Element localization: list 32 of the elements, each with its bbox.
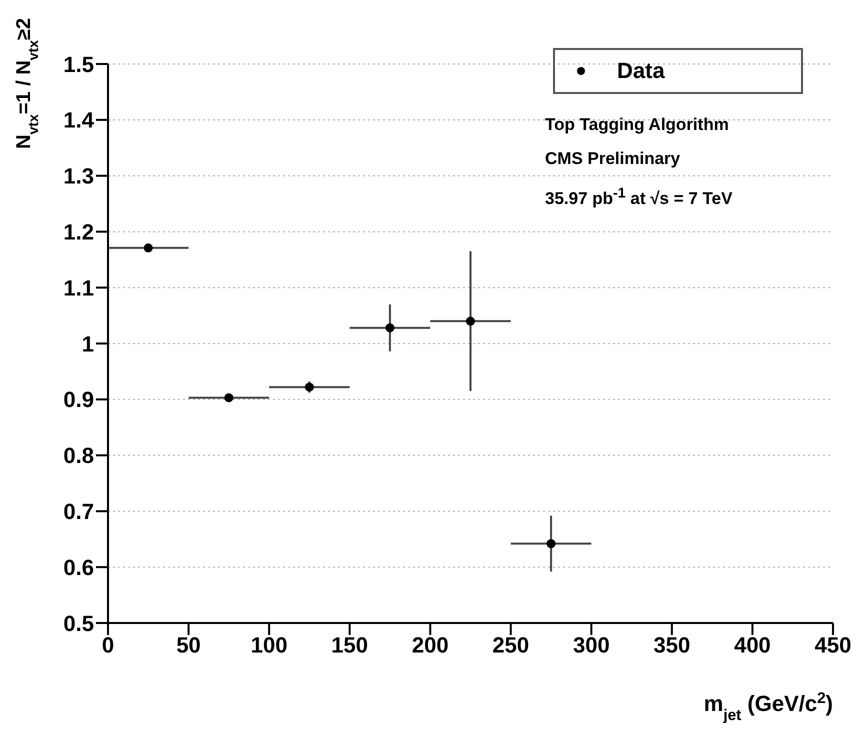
x-tick-label: 350	[654, 632, 690, 658]
x-tick-label: 200	[412, 632, 449, 658]
annotation: 35.97 pb$^{-1}$ at √s = 7 TeV	[545, 185, 732, 208]
legend-label: Data	[617, 58, 665, 84]
x-tick-label: 250	[492, 632, 530, 658]
point	[466, 316, 476, 326]
y-tick-label: 1.1	[63, 275, 94, 300]
point	[304, 382, 314, 392]
y-tick-label: 0.7	[63, 499, 94, 524]
x-tick-label: 450	[814, 632, 852, 658]
y-tick-label: 1	[82, 331, 94, 356]
point	[546, 539, 556, 548]
y-tick-label: 1.3	[63, 164, 94, 189]
x-tick-label: 150	[331, 632, 368, 658]
x-tick-label: 300	[572, 632, 610, 658]
y-tick-label: 1.4	[63, 108, 95, 133]
y-tick-label: 1.2	[63, 220, 94, 245]
x-tick-label: 50	[176, 632, 201, 658]
x-tick-label: 100	[250, 632, 288, 658]
x-tick-label: 400	[734, 632, 771, 658]
x-tick-label: 0	[102, 632, 114, 658]
annotation: CMS Preliminary	[545, 149, 680, 168]
x-axis-title: m$_{jet}$ (GeV/c$^{2}$)	[704, 690, 833, 724]
y-tick-label: 0.8	[63, 443, 94, 468]
y-tick-label: 0.6	[63, 554, 94, 580]
point	[224, 393, 234, 402]
y-tick-label: 0.5	[63, 610, 94, 636]
y-tick-label: 1.5	[63, 52, 94, 77]
point	[385, 323, 394, 332]
annotation: Top Tagging Algorithm	[545, 115, 729, 134]
y-tick-label: 0.9	[63, 387, 94, 412]
point	[144, 243, 153, 252]
